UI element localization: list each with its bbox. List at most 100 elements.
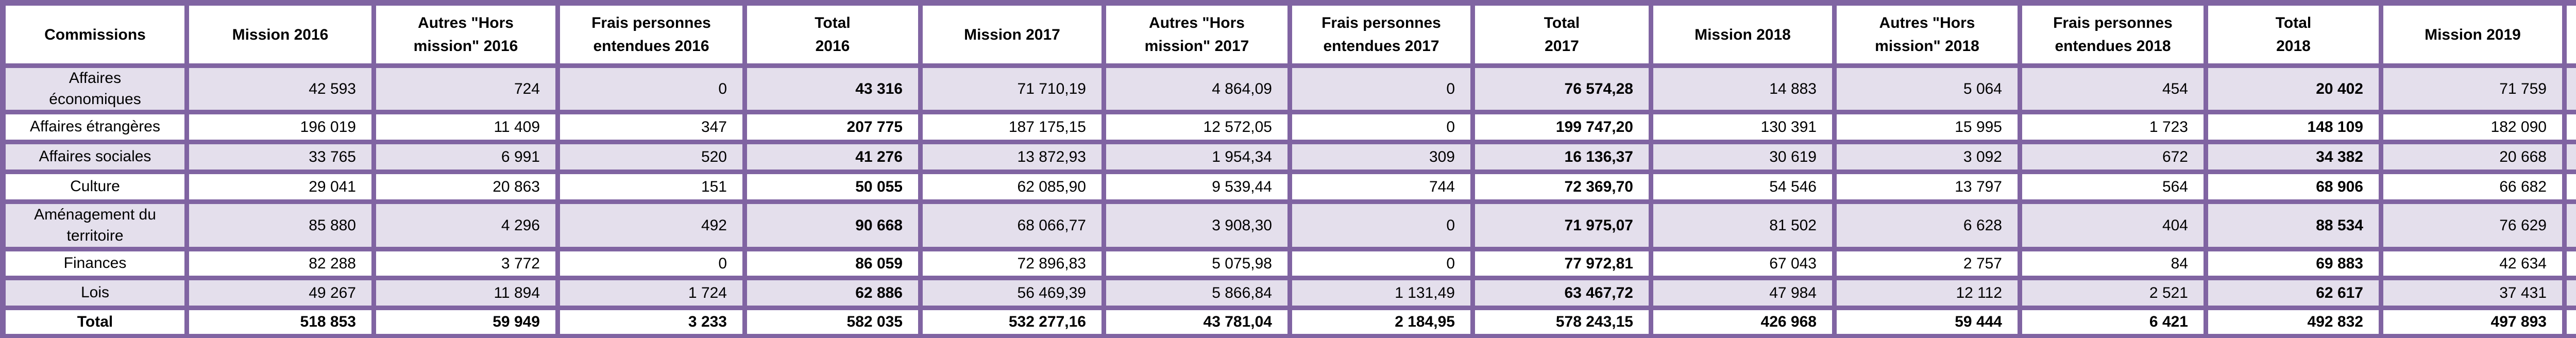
table-cell: 72 896,83: [918, 247, 1106, 280]
table-cell: 518 853: [184, 306, 376, 338]
column-header: Commissions: [1, 1, 189, 68]
table-cell: 1 131,49: [1287, 276, 1475, 310]
table-row: Affaires économiques 42 593 724 0 43 316 71 7…: [1, 63, 2576, 114]
table-cell: 20 863: [371, 170, 560, 204]
table-cell: 63 467,72: [1470, 276, 1653, 310]
table-cell: 71 710,19: [918, 63, 1106, 114]
table-cell: 426 968: [1649, 306, 1837, 338]
table-cell: 42 593: [184, 63, 376, 114]
table-cell: 672: [2018, 140, 2208, 174]
table-row: Lois 49 267 11 894 1 724 62 886 56 469,39 5 86…: [1, 276, 2576, 310]
table-cell: 3 967: [2562, 199, 2576, 251]
header-row: Commissions Mission 2016 Autres "Hors miss…: [1, 1, 2576, 68]
row-label: Affaires étrangères: [1, 110, 189, 144]
table-cell: 50 055: [742, 170, 923, 204]
row-label: Culture: [1, 170, 189, 204]
row-label: Affaires économiques: [1, 63, 189, 114]
table-cell: 67 043: [1649, 247, 1837, 280]
table-cell: 59 949: [371, 306, 560, 338]
table-cell: 0: [1287, 199, 1475, 251]
table-cell: 0: [555, 63, 747, 114]
column-header: Autres "Hors mission" 2019: [2562, 1, 2576, 68]
table-cell: 2 513: [2562, 170, 2576, 204]
table-cell: 88 534: [2204, 199, 2383, 251]
table-cell: 85 880: [184, 199, 376, 251]
table-cell: 582 035: [742, 306, 923, 338]
table-row: Affaires sociales 33 765 6 991 520 41 276 13 …: [1, 140, 2576, 174]
column-header: Autres "Hors mission" 2017: [1101, 1, 1292, 68]
table-cell: 0: [1287, 63, 1475, 114]
table-cell: 2 184,95: [1287, 306, 1475, 338]
column-header: Frais personnes entendues 2016: [555, 1, 747, 68]
table-cell: 11 255: [2562, 276, 2576, 310]
table-body: Affaires économiques 42 593 724 0 43 316 71 7…: [1, 63, 2576, 338]
row-label: Affaires sociales: [1, 140, 189, 174]
table-cell: 492 832: [2204, 306, 2383, 338]
table-cell: 77 972,81: [1470, 247, 1653, 280]
column-header: Total 2017: [1470, 1, 1653, 68]
table-cell: 1 954,34: [1101, 140, 1292, 174]
table-cell: 12 572,05: [1101, 110, 1292, 144]
table-cell: 76 629: [2379, 199, 2567, 251]
table-cell: 0: [1287, 247, 1475, 280]
table-cell: 71 975,07: [1470, 199, 1653, 251]
column-header: Autres "Hors mission" 2016: [371, 1, 560, 68]
table-cell: 1 724: [555, 276, 747, 310]
column-header: Frais personnes entendues 2017: [1287, 1, 1475, 68]
table-cell: 744: [1287, 170, 1475, 204]
table-cell: 71 759: [2379, 63, 2567, 114]
row-label: Aménagement du territoire: [1, 199, 189, 251]
table-cell: 43 316: [742, 63, 923, 114]
table-cell: 59 444: [1832, 306, 2022, 338]
row-label: Finances: [1, 247, 189, 280]
table-cell: 62 886: [742, 276, 923, 310]
table-cell: 564: [2018, 170, 2208, 204]
table-row: Culture 29 041 20 863 151 50 055 62 085,90 9 5…: [1, 170, 2576, 204]
table-cell: 404: [2018, 199, 2208, 251]
table-cell: 6 991: [371, 140, 560, 174]
table-row: Finances 82 288 3 772 0 86 059 72 896,83 5 075…: [1, 247, 2576, 280]
table-cell: 309: [1287, 140, 1475, 174]
table-cell: 4 864,09: [1101, 63, 1292, 114]
table-cell: 11 894: [371, 276, 560, 310]
table-cell: 12 112: [1832, 276, 2022, 310]
table-cell: 68 066,77: [918, 199, 1106, 251]
table-cell: 35 520: [2562, 306, 2576, 338]
row-label: Lois: [1, 276, 189, 310]
table-cell: 54 546: [1649, 170, 1837, 204]
table-cell: 42 634: [2379, 247, 2567, 280]
table-cell: 0: [1287, 110, 1475, 144]
table-row: Aménagement du territoire 85 880 4 296 492 9…: [1, 199, 2576, 251]
table-cell: 30 619: [1649, 140, 1837, 174]
table-cell: 66 682: [2379, 170, 2567, 204]
table-cell: 0: [555, 247, 747, 280]
table-cell: 2 521: [2018, 276, 2208, 310]
table-cell: 69 883: [2204, 247, 2383, 280]
table-cell: 5 064: [1832, 63, 2022, 114]
table-cell: 5 669: [2562, 110, 2576, 144]
column-header: Mission 2016: [184, 1, 376, 68]
table-cell: 207 775: [742, 110, 923, 144]
table-cell: 43 781,04: [1101, 306, 1292, 338]
table-cell: 130 391: [1649, 110, 1837, 144]
table-cell: 13 872,93: [918, 140, 1106, 174]
table-cell: 3 092: [1832, 140, 2022, 174]
table-cell: 34 382: [2204, 140, 2383, 174]
table-cell: 347: [555, 110, 747, 144]
table-cell: 151: [555, 170, 747, 204]
table-cell: 3 233: [555, 306, 747, 338]
row-label: Total: [1, 306, 189, 338]
table-cell: 497 893: [2379, 306, 2567, 338]
table-cell: 72 369,70: [1470, 170, 1653, 204]
table-cell: 62 085,90: [918, 170, 1106, 204]
column-header: Total 2016: [742, 1, 923, 68]
table-cell: 14 883: [1649, 63, 1837, 114]
table-cell: 2 707: [2562, 140, 2576, 174]
column-header: Autres "Hors mission" 2018: [1832, 1, 2022, 68]
table-cell: 9 539,44: [1101, 170, 1292, 204]
table-cell: 20 402: [2204, 63, 2383, 114]
table-cell: 81 502: [1649, 199, 1837, 251]
table-cell: 5 866,84: [1101, 276, 1292, 310]
table-cell: 56 469,39: [918, 276, 1106, 310]
